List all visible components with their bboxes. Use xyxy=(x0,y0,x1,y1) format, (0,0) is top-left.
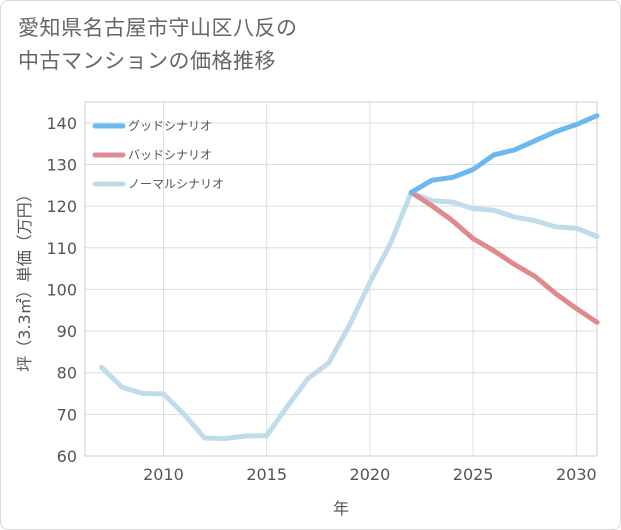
y-tick-label: 70 xyxy=(57,405,77,424)
x-tick-label: 2025 xyxy=(453,465,494,484)
series-line-1 xyxy=(408,113,600,195)
legend-label: ノーマルシナリオ xyxy=(128,177,224,191)
plot-frame xyxy=(84,101,598,457)
y-tick-label: 100 xyxy=(46,280,77,299)
axis-ticks: 60 70 80 90 100 110 120 130 140 2010 2015 2020 2025 2… xyxy=(46,114,596,484)
y-tick-label: 120 xyxy=(46,197,77,216)
chart-title: 愛知県名古屋市守山区八反の 中古マンションの価格推移 xyxy=(18,12,298,78)
y-tick-label: 110 xyxy=(46,239,77,258)
x-tick-label: 2015 xyxy=(246,465,287,484)
y-axis-title: 坪（3.3㎡）単価（万円） xyxy=(15,186,34,371)
legend-label: バッドシナリオ xyxy=(128,148,212,162)
x-tick-label: 2030 xyxy=(556,465,597,484)
y-tick-label: 90 xyxy=(57,322,77,341)
series-line-2 xyxy=(408,189,600,325)
series-line-3 xyxy=(99,189,600,441)
chart-title-line-2: 中古マンションの価格推移 xyxy=(18,49,276,73)
x-tick-label: 2010 xyxy=(143,465,184,484)
series-layer xyxy=(99,113,600,441)
x-tick-label: 2020 xyxy=(350,465,391,484)
y-tick-label: 60 xyxy=(57,447,77,466)
legend-label: グッドシナリオ xyxy=(128,119,212,133)
y-tick-label: 130 xyxy=(46,155,77,174)
x-axis-title: 年 xyxy=(333,499,349,518)
y-tick-label: 140 xyxy=(46,114,77,133)
chart-title-line-1: 愛知県名古屋市守山区八反の xyxy=(18,16,298,40)
y-tick-label: 80 xyxy=(57,364,77,383)
